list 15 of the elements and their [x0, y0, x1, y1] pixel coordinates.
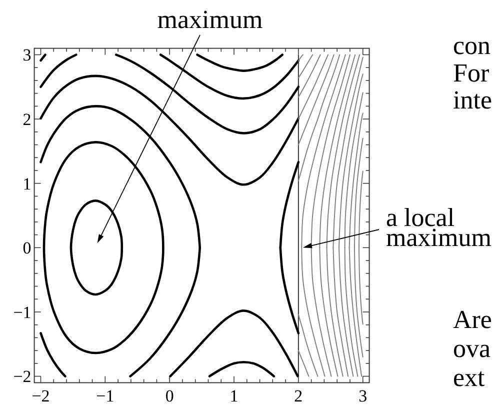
text: Are ova ext: [453, 305, 492, 392]
y-tick-label: 3: [22, 46, 32, 65]
x-tick-label: −1: [96, 386, 114, 405]
y-tick-label: −1: [13, 302, 32, 322]
annotation: a local maximum: [386, 203, 492, 252]
y-tick-label: 0: [22, 238, 32, 258]
x-tick-label: 1: [230, 386, 238, 405]
x-tick-label: 3: [358, 386, 368, 405]
x-tick-label: 2: [294, 386, 303, 405]
text: maximum: [157, 5, 263, 34]
y-tick-label: −2: [13, 367, 32, 386]
x-tick-label: 0: [165, 386, 174, 405]
text: con For inte: [453, 31, 492, 115]
y-tick-label: 2: [22, 110, 32, 129]
y-tick-label: 1: [22, 174, 32, 194]
